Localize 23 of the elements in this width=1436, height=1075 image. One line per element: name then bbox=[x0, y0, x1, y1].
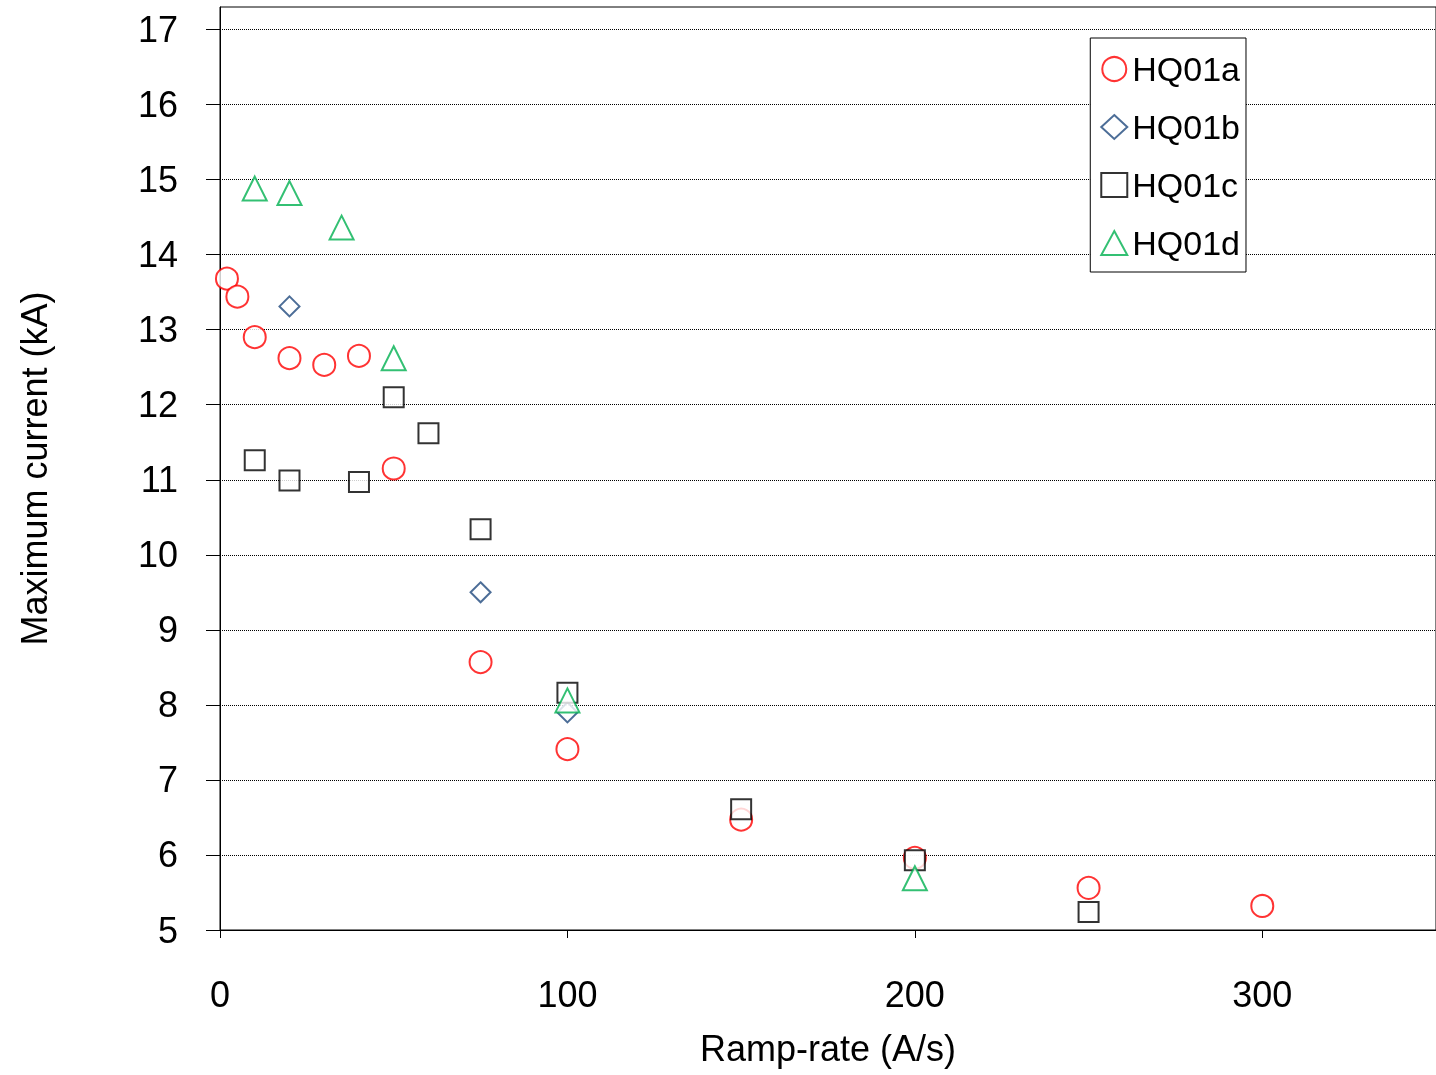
y-tick-label: 11 bbox=[140, 459, 178, 501]
x-axis-title: Ramp-rate (A/s) bbox=[699, 1027, 957, 1069]
y-tick-label: 15 bbox=[137, 159, 178, 201]
y-tick-label: 6 bbox=[157, 834, 178, 876]
legend-label: HQ01a bbox=[1132, 50, 1241, 88]
y-tick-label: 12 bbox=[137, 384, 178, 426]
y-tick-label: 16 bbox=[137, 84, 178, 126]
y-tick-label: 13 bbox=[137, 309, 178, 351]
legend-label: HQ01b bbox=[1132, 108, 1241, 146]
y-tick-label: 5 bbox=[157, 909, 178, 951]
y-tick-label: 9 bbox=[157, 609, 178, 651]
y-axis-title: Maximum current (kA) bbox=[13, 291, 55, 646]
y-tick-label: 7 bbox=[157, 759, 178, 801]
x-tick-label: 100 bbox=[537, 973, 598, 1015]
x-tick-label: 200 bbox=[884, 973, 945, 1015]
legend-label: HQ01d bbox=[1132, 224, 1241, 262]
y-tick-label: 8 bbox=[157, 684, 178, 726]
x-tick-label: 0 bbox=[209, 973, 231, 1015]
y-tick-label: 14 bbox=[137, 234, 178, 276]
legend-label: HQ01c bbox=[1132, 166, 1239, 204]
y-tick-label: 10 bbox=[137, 534, 178, 576]
x-tick-label: 300 bbox=[1232, 973, 1293, 1015]
y-tick-label: 17 bbox=[137, 9, 178, 51]
